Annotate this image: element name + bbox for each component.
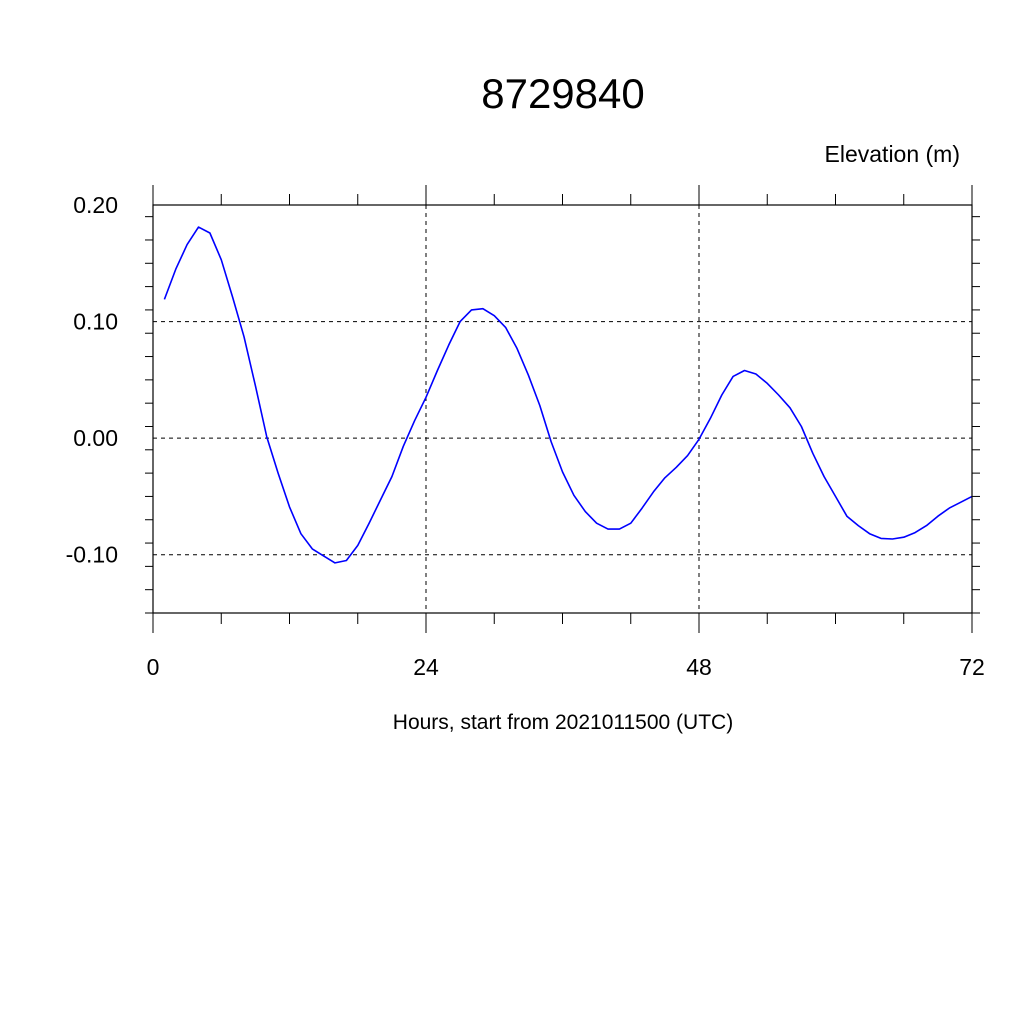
x-tick-label: 0 bbox=[147, 654, 160, 680]
y-tick-label: -0.10 bbox=[66, 542, 118, 568]
chart-title: 8729840 bbox=[481, 70, 645, 117]
ticks bbox=[145, 185, 980, 633]
y-tick-label: 0.20 bbox=[73, 192, 118, 218]
elevation-line bbox=[163, 226, 973, 564]
x-tick-label: 72 bbox=[959, 654, 985, 680]
x-tick-label: 24 bbox=[413, 654, 439, 680]
series-group bbox=[163, 226, 973, 564]
tick-labels: 0 24 48 72 0.20 0.10 0.00 -0.10 bbox=[66, 192, 985, 680]
grid bbox=[153, 204, 972, 613]
y-tick-label: 0.10 bbox=[73, 309, 118, 335]
x-axis-label: Hours, start from 2021011500 (UTC) bbox=[393, 711, 733, 734]
x-tick-label: 48 bbox=[686, 654, 712, 680]
y-tick-label: 0.00 bbox=[73, 425, 118, 451]
y-axis-label: Elevation (m) bbox=[825, 141, 960, 167]
plot-frame bbox=[152, 204, 973, 614]
